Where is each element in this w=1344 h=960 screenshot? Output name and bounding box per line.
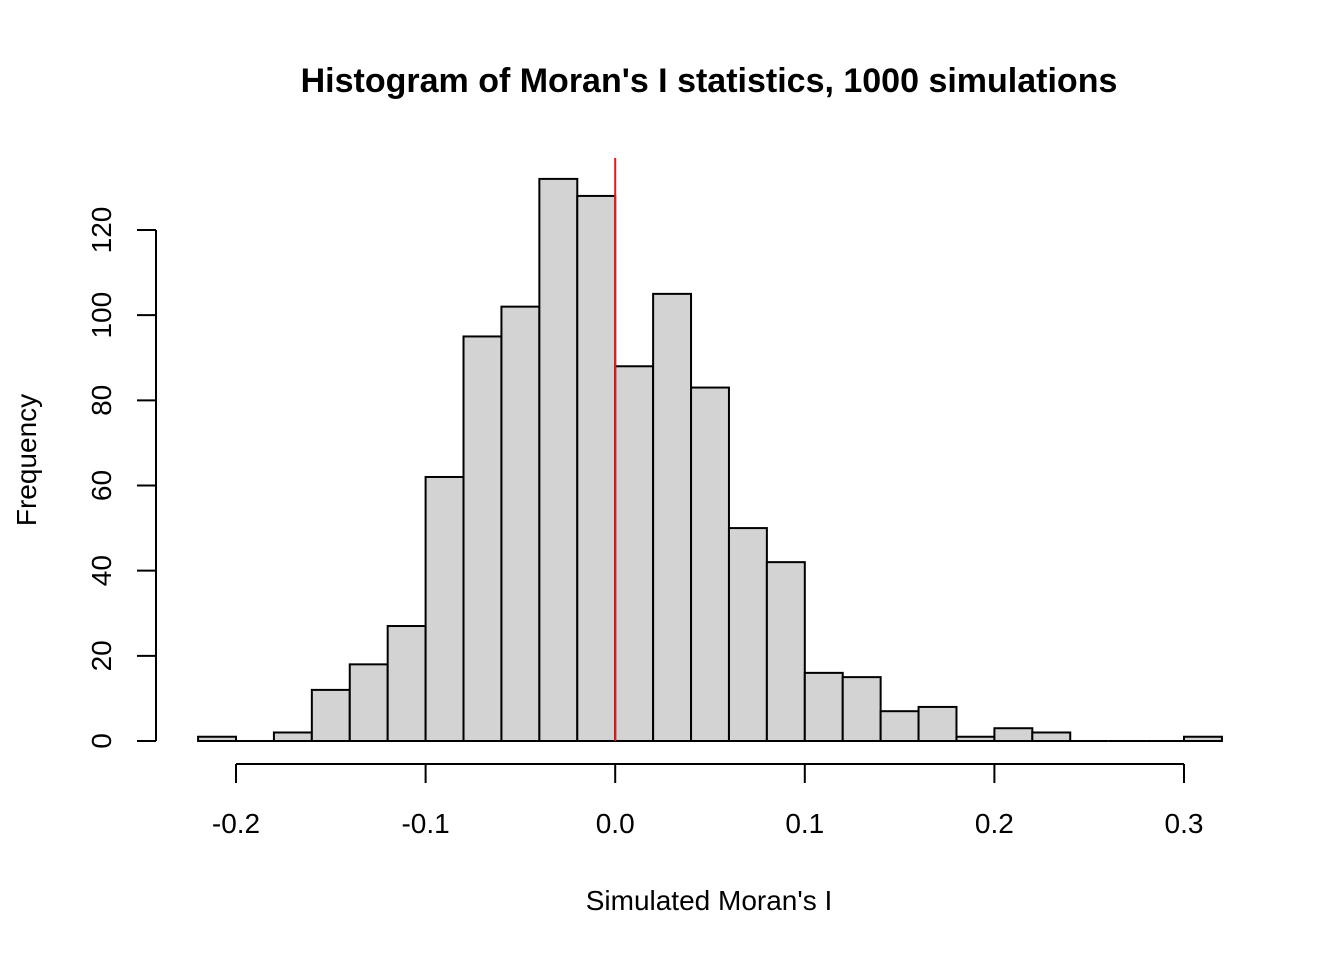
y-tick-label: 80 [86,385,117,416]
histogram-bar [803,671,844,742]
histogram-bar [462,335,503,742]
x-axis-label: Simulated Moran's I [586,885,833,916]
y-tick-label: 120 [86,207,117,254]
histogram-bar [1183,735,1223,742]
x-tick-label: 0.2 [975,808,1014,839]
x-tick-label: 0.0 [596,808,635,839]
bars-group [197,177,1223,743]
histogram-bar [500,305,541,742]
histogram-bar [538,177,579,742]
histogram-bar [576,194,617,742]
histogram-bar [614,365,655,742]
histogram-bar [727,527,768,742]
x-tick-label: -0.2 [212,808,260,839]
y-tick-label: 60 [86,470,117,501]
histogram-bar [765,561,806,743]
histogram-bar [310,688,351,743]
histogram-bar [424,475,465,742]
x-tick-label: 0.3 [1165,808,1204,839]
x-axis: -0.2 -0.1 0.0 0.1 0.2 0.3 [212,763,1204,839]
histogram-bar [386,625,427,743]
x-tick-label: 0.1 [785,808,824,839]
histogram-bar [1031,731,1072,743]
x-tick-label: -0.1 [401,808,449,839]
histogram-bar [879,710,920,742]
histogram-bar [197,735,237,742]
histogram-bar [993,727,1034,742]
y-tick-label: 100 [86,292,117,339]
chart-title: Histogram of Moran's I statistics, 1000 … [301,62,1118,100]
y-axis-label: Frequency [11,394,42,526]
histogram-bar [955,735,996,742]
histogram-bar [690,386,730,742]
y-axis: 0 20 40 60 80 100 120 [86,207,157,749]
histogram-bar [272,731,313,743]
y-tick-label: 20 [86,640,117,671]
y-tick-label: 0 [86,733,117,749]
histogram-bar [841,676,882,742]
histogram-bar [348,663,389,742]
histogram-bar [652,292,693,742]
y-tick-label: 40 [86,555,117,586]
histogram-bar [917,705,958,743]
